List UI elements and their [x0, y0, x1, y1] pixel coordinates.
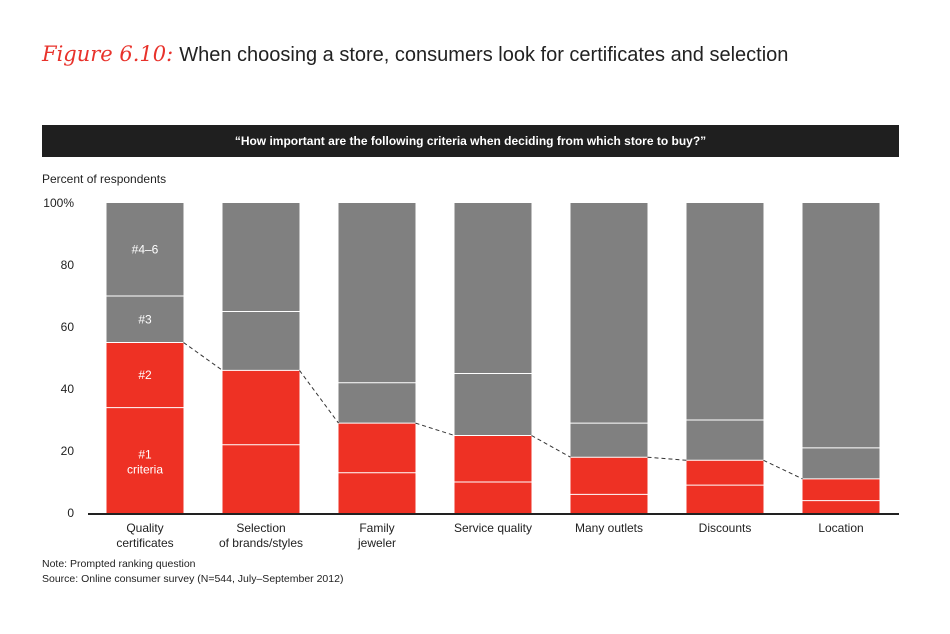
- bar-segment: [222, 311, 300, 371]
- bar-segment: [106, 407, 184, 513]
- y-tick-label: 0: [67, 506, 74, 520]
- figure-label: Figure 6.10:: [42, 42, 174, 66]
- y-tick-label: 20: [61, 444, 75, 458]
- bar-segment: [686, 485, 764, 513]
- connector-line: [415, 422, 455, 436]
- category-label: Quality: [126, 521, 163, 535]
- figure-title: Figure 6.10: When choosing a store, consu…: [42, 42, 788, 67]
- bar-segment: [686, 203, 764, 420]
- y-tick-label: 40: [61, 382, 75, 396]
- segment-label-4-6: #4–6: [132, 243, 159, 257]
- question-banner: “How important are the following criteri…: [42, 125, 899, 157]
- connector-line: [183, 342, 223, 371]
- bar-segment: [570, 423, 648, 458]
- bar-segment: [802, 478, 880, 501]
- bar-segment: [454, 373, 532, 436]
- category-label: Location: [818, 521, 863, 535]
- bar-segment: [106, 296, 184, 343]
- y-axis-subtitle: Percent of respondents: [42, 172, 167, 186]
- bar-segment: [686, 420, 764, 461]
- segment-label-3: #3: [138, 312, 152, 326]
- bar-segment: [802, 447, 880, 479]
- bar-segment: [338, 472, 416, 513]
- bar-segment: [338, 423, 416, 473]
- bar-segment: [802, 500, 880, 513]
- segment-label-2: #2: [138, 368, 152, 382]
- category-label: Service quality: [454, 521, 532, 535]
- connector-line: [647, 456, 687, 461]
- bar-segment: [570, 494, 648, 513]
- bar-segment: [570, 457, 648, 495]
- category-label: Selection: [236, 521, 285, 535]
- bar-segment: [802, 203, 880, 448]
- bar-segment: [222, 370, 300, 445]
- category-label: certificates: [116, 536, 173, 550]
- bar-segment: [686, 460, 764, 486]
- bar-segment: [106, 203, 184, 296]
- note-text: Note: Prompted ranking question: [42, 558, 196, 570]
- source-text: Source: Online consumer survey (N=544, J…: [42, 573, 344, 585]
- bar-segment: [454, 435, 532, 482]
- bar-segment: [454, 203, 532, 374]
- y-tick-label: 80: [61, 258, 75, 272]
- segment-label-1: #1: [138, 447, 152, 461]
- bar-segment: [106, 342, 184, 408]
- bar-segment: [222, 444, 300, 513]
- y-tick-label: 100%: [43, 196, 74, 210]
- connector-line: [763, 459, 803, 480]
- connector-line: [531, 435, 571, 458]
- bar-segment: [338, 203, 416, 383]
- bar-segment: [570, 203, 648, 424]
- category-label: Many outlets: [575, 521, 643, 535]
- bar-segment: [338, 382, 416, 424]
- category-label: of brands/styles: [219, 536, 303, 550]
- category-label: Family: [359, 521, 394, 535]
- segment-label-criteria: criteria: [127, 462, 163, 476]
- connector-line: [299, 370, 339, 424]
- category-label: Discounts: [699, 521, 752, 535]
- bar-segment: [454, 482, 532, 513]
- bar-segment: [222, 203, 300, 312]
- notes: Note: Prompted ranking question Source: …: [42, 557, 343, 587]
- figure-title-text: When choosing a store, consumers look fo…: [179, 44, 789, 66]
- category-label: jeweler: [357, 536, 396, 550]
- y-tick-label: 60: [61, 320, 75, 334]
